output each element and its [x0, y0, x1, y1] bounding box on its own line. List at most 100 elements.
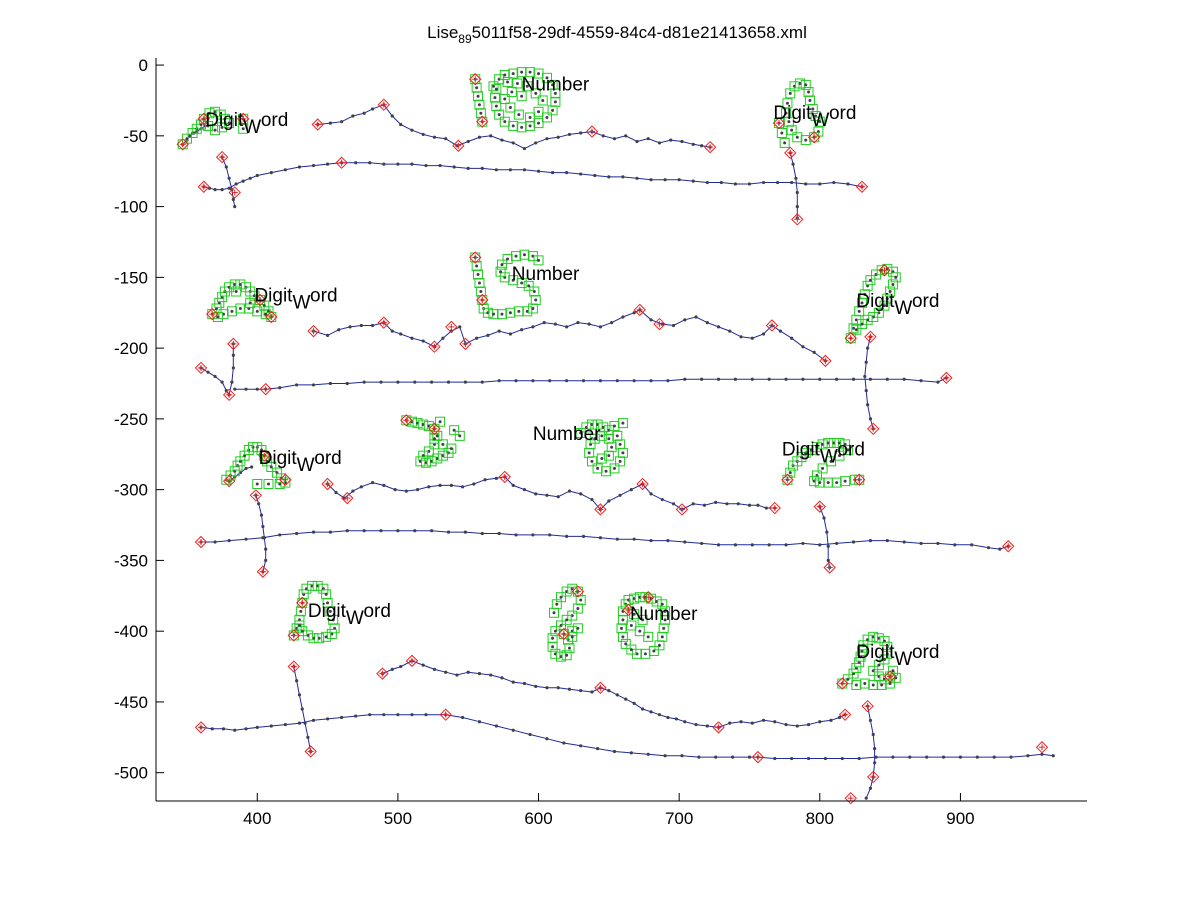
digit-square-marker [547, 105, 558, 116]
endpoint-diamond-marker [194, 361, 208, 375]
endpoint-diamond-marker [852, 473, 866, 486]
x-tick-label: 900 [946, 809, 974, 828]
y-tick-label: -450 [114, 693, 148, 712]
digit-point [600, 434, 604, 438]
stroke-point [297, 165, 302, 169]
stroke-point [953, 543, 957, 547]
stroke-point [716, 543, 721, 547]
stroke-point [368, 713, 372, 717]
digit-point [646, 635, 650, 639]
digit-square-marker [834, 437, 845, 448]
stroke-point [511, 680, 515, 684]
digit-point [785, 101, 789, 105]
stroke-point [694, 722, 698, 727]
digit-point [449, 447, 453, 451]
digit-square-marker [776, 128, 787, 139]
stroke-point [410, 162, 414, 166]
digit-square-marker [879, 636, 890, 647]
digit-square-marker [781, 108, 792, 119]
stroke-point [700, 541, 704, 546]
stroke-point [382, 713, 386, 717]
digit-square-marker [547, 633, 558, 644]
stroke-point [595, 747, 600, 751]
stroke-point [624, 697, 628, 701]
stroke-point [430, 380, 434, 384]
stroke-point [486, 333, 490, 337]
stroke-point [579, 492, 583, 496]
stroke-point [747, 182, 752, 186]
stroke-point [826, 544, 830, 548]
stroke-point [866, 346, 870, 350]
digit-point [499, 270, 503, 274]
digit-point [621, 635, 625, 639]
stroke-point [663, 178, 667, 182]
digit-point [551, 83, 555, 87]
digit-square-marker [617, 447, 628, 458]
digit-square-marker [890, 672, 901, 683]
digit-point [621, 421, 625, 425]
stroke-point [477, 720, 482, 724]
digit-point [331, 618, 335, 622]
digit-point [784, 111, 788, 115]
annotation-main: Number [512, 264, 580, 285]
stroke-point [671, 323, 676, 328]
digit-point [567, 646, 571, 650]
digit-square-marker [807, 103, 818, 114]
digit-point [500, 312, 504, 316]
stroke-point [449, 483, 453, 488]
digit-square-marker [873, 633, 884, 644]
digit-square-marker [774, 118, 785, 129]
digit-point [894, 275, 898, 279]
digit-point [618, 459, 622, 463]
stroke-point [233, 387, 237, 391]
stroke-point [297, 693, 302, 697]
endpoint-diamond-marker [259, 382, 272, 396]
stroke-point [750, 336, 754, 340]
digit-point [520, 125, 524, 129]
stroke-point [632, 379, 636, 383]
digit-square-marker [527, 303, 538, 314]
endpoint-diamond-marker [222, 474, 236, 488]
stroke-point [632, 701, 636, 705]
digit-square-marker [488, 81, 499, 92]
stroke-point [750, 721, 754, 725]
endpoint-diamond-marker [428, 422, 441, 435]
digit-point [885, 645, 889, 649]
stroke-point [413, 529, 417, 533]
digit-square-marker [806, 445, 817, 456]
digit-square-marker [256, 445, 267, 456]
stroke-point [612, 137, 617, 141]
endpoint-diamond-marker [772, 116, 786, 130]
stroke-point [778, 329, 783, 333]
stroke-point [716, 377, 721, 381]
digit-square-marker [873, 660, 884, 671]
digit-point [660, 602, 664, 606]
stroke-point [908, 755, 912, 759]
stroke-point [264, 547, 268, 551]
digit-point [570, 635, 574, 639]
annotation-subscript: W [820, 447, 838, 468]
stroke-point [213, 374, 217, 379]
digit-square-marker [525, 67, 536, 78]
stroke-point [635, 139, 639, 144]
annotation-subscript: W [346, 608, 364, 629]
stroke-point [553, 322, 558, 326]
stroke-point [334, 490, 338, 495]
stroke-point [733, 543, 738, 547]
digit-square-marker [561, 586, 572, 597]
digit-point [264, 312, 268, 316]
stroke-point [705, 321, 709, 325]
digit-point [638, 629, 642, 633]
digit-square-marker [547, 79, 558, 90]
endpoint-diamond-marker [781, 473, 794, 486]
digit-point [846, 448, 850, 452]
stroke-line-16 [200, 714, 1054, 759]
stroke-line-5 [789, 152, 798, 218]
annotation-rest: ord [261, 110, 288, 131]
digit-square-marker [783, 116, 794, 127]
digit-point [565, 653, 569, 657]
stroke-point [337, 328, 341, 332]
digit-point [552, 611, 556, 615]
digit-square-marker [530, 88, 541, 99]
stroke-point [227, 186, 231, 190]
